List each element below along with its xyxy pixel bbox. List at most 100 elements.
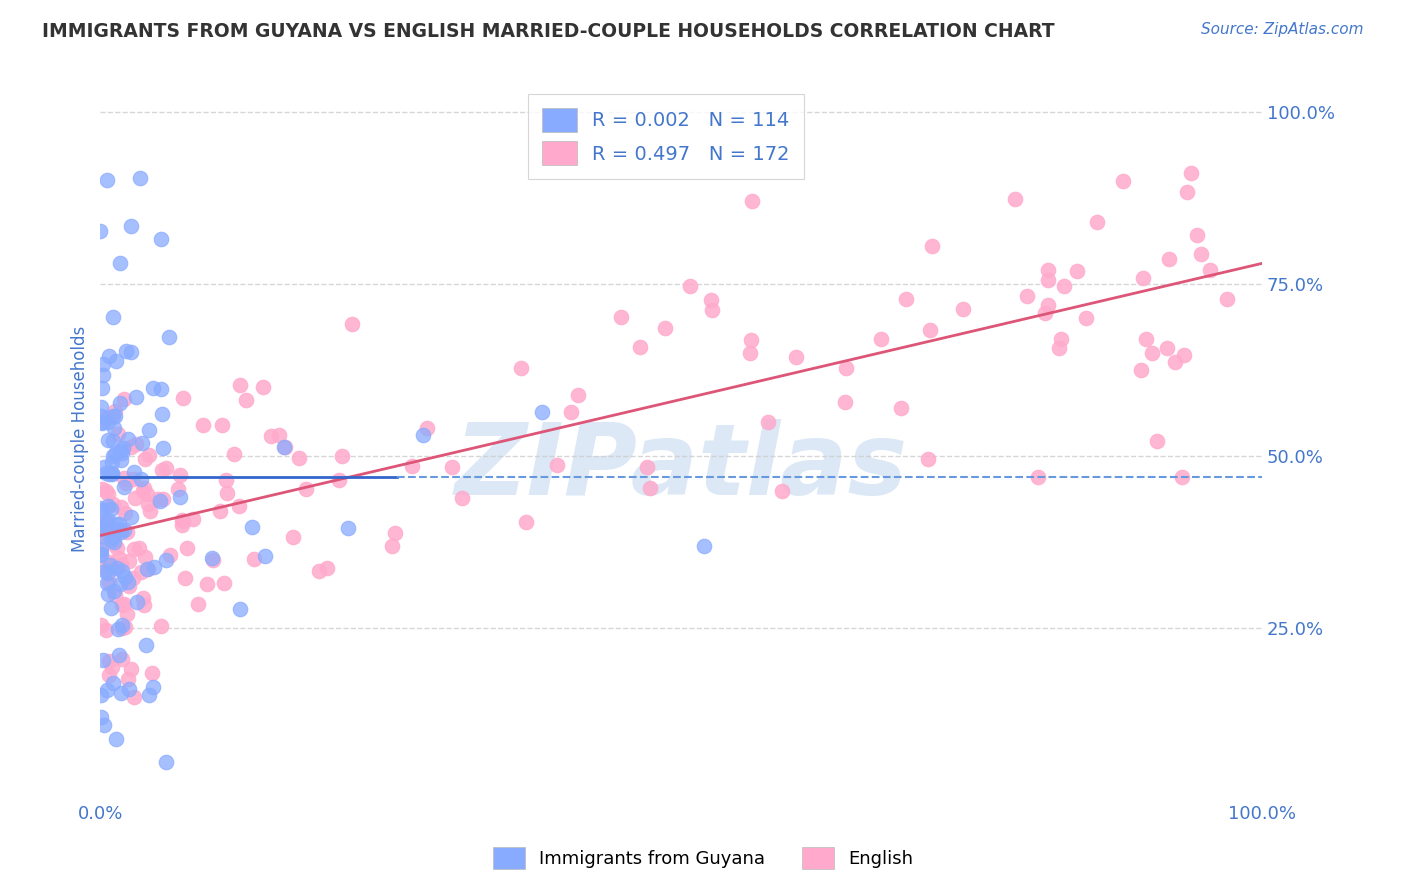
Point [90,543,112,558]
Point [316,561,339,575]
Point [108,550,131,565]
Point [229,601,252,615]
Point [560,405,582,419]
Point [308,564,330,578]
Point [122,541,145,556]
Point [111,652,134,666]
Point [101,450,124,464]
Point [91,381,114,395]
Point [129,170,152,185]
Point [134,451,156,466]
Point [337,521,360,535]
Point [1085,215,1108,229]
Point [1132,271,1154,285]
Point [97,499,120,513]
Point [785,350,807,364]
Point [110,618,132,632]
Point [136,562,159,576]
Point [191,417,214,432]
Point [1189,246,1212,260]
Point [740,333,762,347]
Point [224,447,246,461]
Point [138,448,160,462]
Point [132,482,155,496]
Point [166,482,188,496]
Point [108,648,131,662]
Point [1159,252,1181,266]
Point [90,415,112,429]
Point [112,480,135,494]
Point [125,595,148,609]
Point [1066,264,1088,278]
Point [104,524,127,538]
Point [104,516,127,531]
Point [155,553,177,567]
Point [93,459,115,474]
Point [110,524,132,539]
Point [176,541,198,556]
Point [90,409,112,423]
Point [124,491,146,505]
Point [451,491,474,505]
Point [94,484,117,499]
Point [169,468,191,483]
Point [101,675,124,690]
Legend: Immigrants from Guyana, English: Immigrants from Guyana, English [484,838,922,879]
Point [125,437,148,451]
Point [96,682,118,697]
Point [1038,273,1060,287]
Point [1026,470,1049,484]
Point [152,492,174,507]
Point [138,423,160,437]
Point [96,566,118,580]
Point [120,510,142,524]
Point [217,485,239,500]
Point [1050,332,1073,346]
Point [273,440,295,454]
Point [1164,355,1187,369]
Point [1135,333,1157,347]
Point [172,392,194,406]
Point [228,499,250,513]
Point [756,415,779,429]
Point [201,550,224,565]
Point [240,520,263,534]
Point [1036,298,1059,312]
Point [100,557,122,571]
Point [91,482,114,496]
Point [89,548,111,562]
Point [173,571,195,585]
Point [97,349,120,363]
Point [136,497,159,511]
Point [149,383,172,397]
Point [215,474,238,488]
Point [108,256,131,270]
Point [90,518,112,533]
Point [229,377,252,392]
Point [131,483,153,498]
Point [202,552,225,566]
Point [98,555,121,569]
Point [96,576,118,591]
Point [740,346,762,360]
Point [101,659,124,673]
Point [1053,278,1076,293]
Point [97,415,120,429]
Point [273,440,295,454]
Point [118,553,141,567]
Point [111,598,134,612]
Point [609,310,631,324]
Point [110,500,132,515]
Point [702,302,724,317]
Point [287,450,309,465]
Text: ZIPatlas: ZIPatlas [454,419,908,516]
Point [628,340,651,354]
Point [93,561,115,575]
Point [107,427,129,442]
Point [97,667,120,681]
Point [640,481,662,495]
Point [90,547,112,561]
Point [384,526,406,541]
Point [100,466,122,480]
Point [120,345,142,359]
